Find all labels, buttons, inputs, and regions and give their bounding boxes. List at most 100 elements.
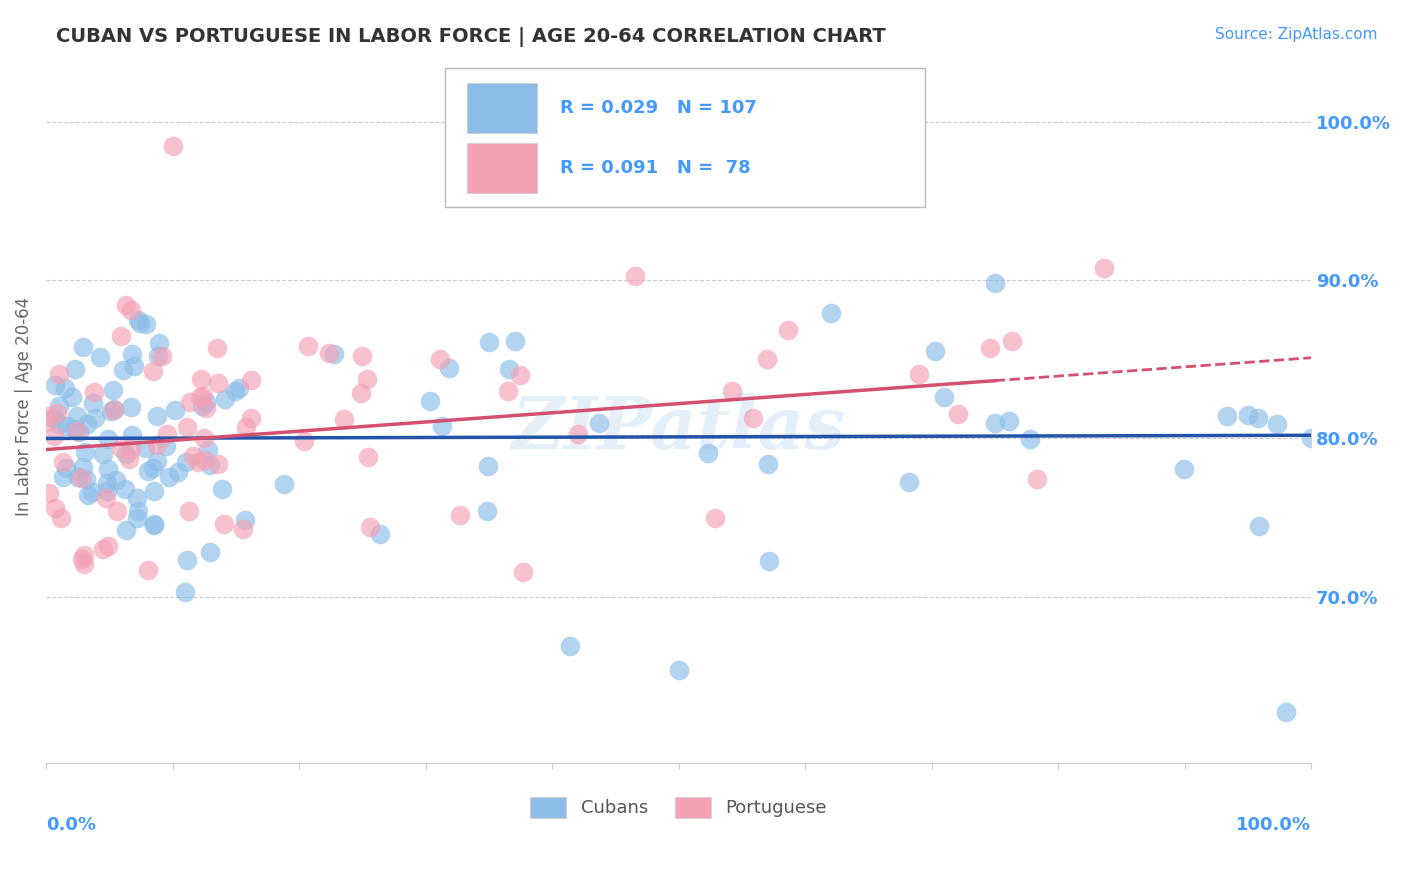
Point: [127, 491, 149, 505]
Point: [142, 483, 165, 498]
Point: [114, 447, 136, 461]
Point: [1247, 411, 1270, 425]
Point: [91, 447, 114, 461]
Point: [211, 482, 233, 496]
Point: [134, 442, 156, 456]
Point: [187, 455, 209, 469]
Point: [125, 511, 148, 525]
Point: [368, 527, 391, 541]
Legend: Cubans, Portuguese: Cubans, Portuguese: [523, 789, 834, 825]
Point: [48, 367, 70, 381]
Point: [207, 376, 229, 390]
Point: [224, 384, 246, 398]
Point: [1216, 409, 1239, 424]
Point: [333, 412, 356, 426]
Point: [63, 362, 86, 376]
Point: [73, 557, 96, 571]
Point: [721, 384, 744, 398]
Point: [103, 402, 125, 417]
Point: [91, 541, 114, 556]
Point: [176, 553, 198, 567]
Point: [756, 457, 779, 471]
Point: [165, 402, 187, 417]
Point: [741, 411, 763, 425]
Point: [42, 429, 65, 443]
Point: [120, 442, 142, 456]
Point: [176, 454, 198, 468]
Text: 100.0%: 100.0%: [1236, 816, 1312, 834]
Point: [72, 552, 94, 566]
Point: [73, 548, 96, 562]
Point: [297, 338, 319, 352]
Point: [235, 420, 257, 434]
Point: [142, 517, 165, 532]
Point: [121, 428, 143, 442]
Point: [66, 409, 89, 423]
Point: [449, 508, 471, 522]
Point: [778, 323, 800, 337]
Point: [503, 334, 526, 349]
Point: [232, 522, 254, 536]
Point: [167, 465, 190, 479]
Point: [105, 504, 128, 518]
Point: [1249, 519, 1271, 533]
Point: [122, 359, 145, 373]
Point: [44, 500, 66, 515]
Point: [114, 482, 136, 496]
Point: [142, 516, 165, 531]
Point: [897, 475, 920, 489]
Point: [430, 419, 453, 434]
Text: ZIPatlas: ZIPatlas: [512, 392, 846, 464]
Point: [1173, 462, 1195, 476]
Point: [72, 340, 94, 354]
Point: [188, 390, 211, 404]
Point: [104, 473, 127, 487]
Point: [97, 539, 120, 553]
Point: [318, 346, 340, 360]
Point: [96, 475, 118, 490]
Point: [418, 394, 440, 409]
Point: [179, 395, 201, 409]
Point: [239, 373, 262, 387]
Point: [756, 351, 779, 366]
Point: [212, 517, 235, 532]
Point: [350, 386, 373, 401]
Point: [1301, 431, 1323, 445]
Point: [194, 395, 217, 409]
Point: [142, 364, 165, 378]
Point: [120, 303, 142, 318]
Point: [56, 418, 79, 433]
Point: [148, 349, 170, 363]
Point: [193, 432, 215, 446]
Point: [83, 385, 105, 400]
Point: [1275, 705, 1298, 719]
Point: [77, 488, 100, 502]
Point: [120, 400, 142, 414]
Point: [979, 341, 1001, 355]
Point: [820, 306, 842, 320]
Point: [983, 277, 1005, 291]
Point: [89, 350, 111, 364]
Point: [1265, 417, 1288, 431]
Point: [588, 417, 610, 431]
Point: [127, 313, 149, 327]
Point: [82, 485, 104, 500]
Point: [697, 446, 720, 460]
Point: [66, 425, 89, 439]
Point: [758, 554, 780, 568]
Point: [103, 402, 125, 417]
Point: [48, 417, 70, 431]
Point: [53, 381, 76, 395]
Point: [110, 441, 132, 455]
Point: [195, 401, 218, 416]
Point: [205, 341, 228, 355]
Point: [323, 346, 346, 360]
Bar: [467, 83, 537, 133]
Point: [121, 347, 143, 361]
Point: [623, 268, 645, 283]
Point: [42, 410, 65, 425]
Point: [934, 390, 956, 404]
Point: [1001, 334, 1024, 349]
Point: [200, 545, 222, 559]
Point: [49, 510, 72, 524]
